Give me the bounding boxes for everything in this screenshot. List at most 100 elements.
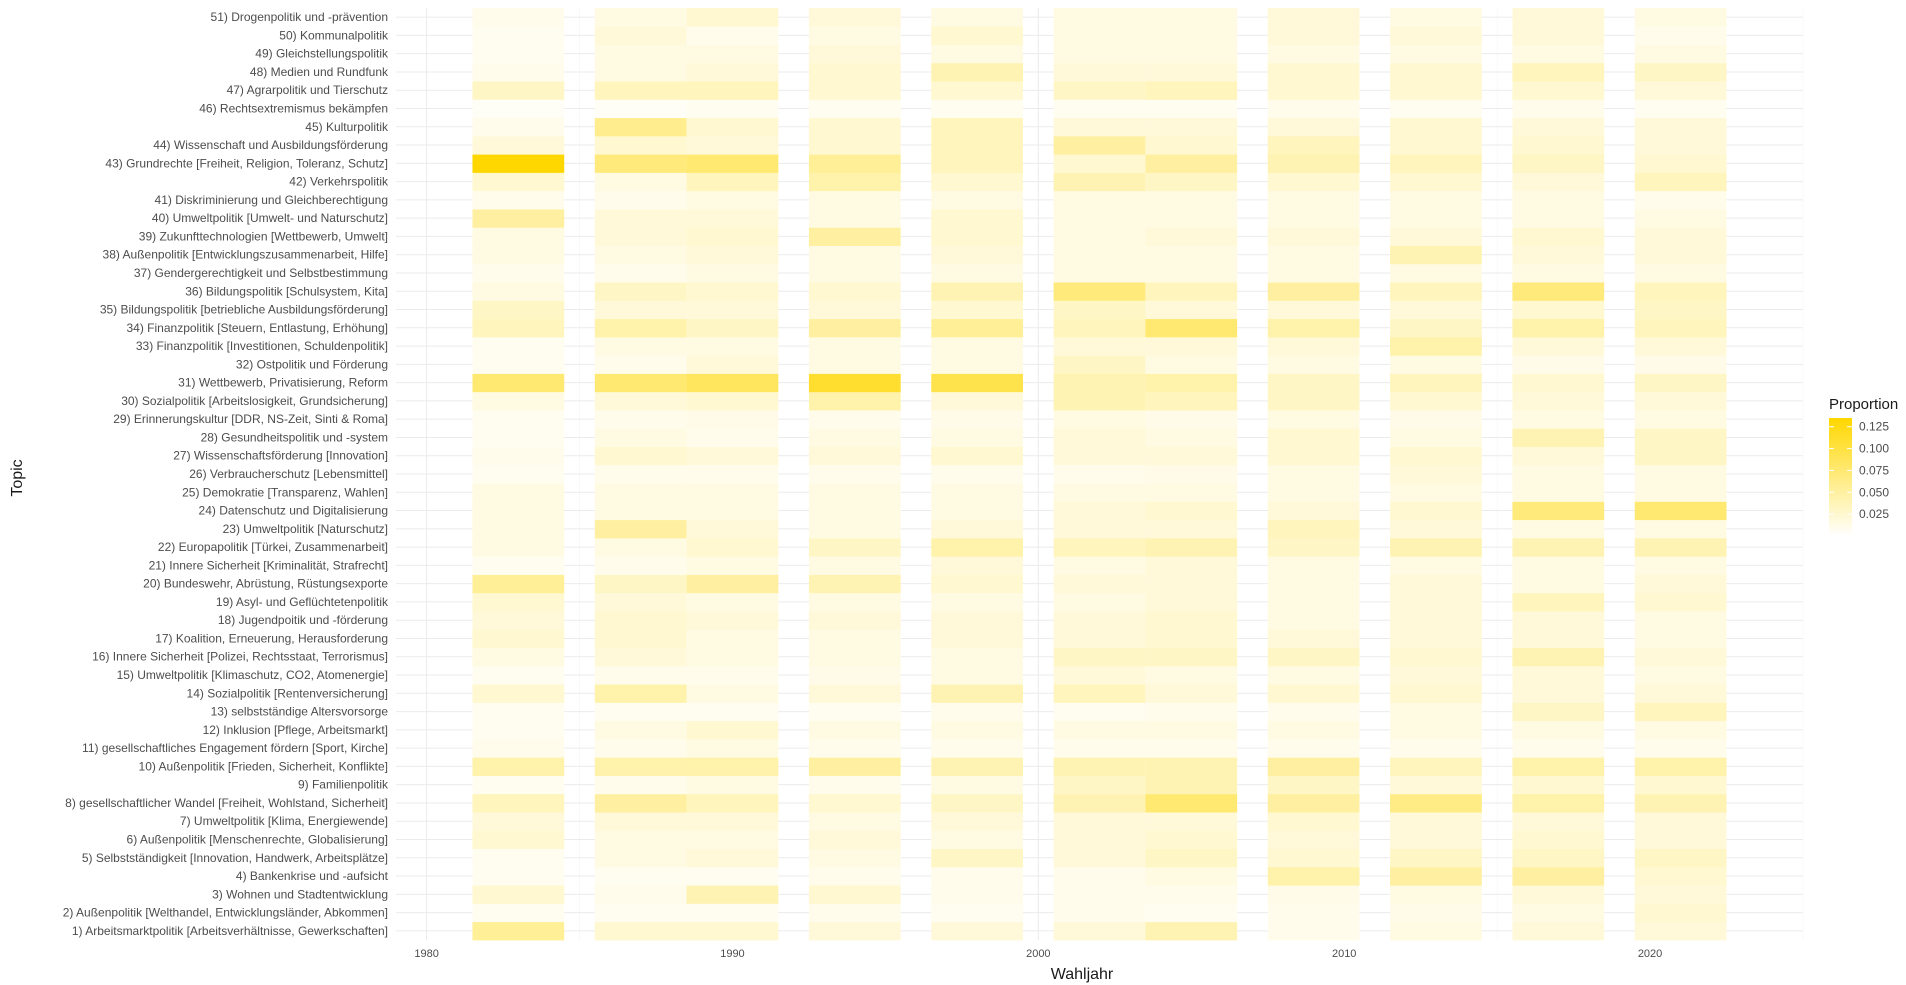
heatmap-tile <box>1053 574 1146 594</box>
heatmap-tile <box>1145 848 1238 868</box>
y-tick-label: 5) Selbstständigkeit [Innovation, Handwe… <box>82 851 388 865</box>
heatmap-tile <box>686 99 779 119</box>
heatmap-tile <box>1053 921 1146 941</box>
heatmap-tile <box>931 592 1024 612</box>
heatmap-tile <box>1390 446 1482 466</box>
heatmap-tile <box>1512 519 1605 539</box>
heatmap-tile <box>472 154 565 173</box>
heatmap-tile <box>594 300 687 320</box>
heatmap-tile <box>594 117 687 137</box>
heatmap-tile <box>686 738 779 758</box>
heatmap-tile <box>1390 501 1482 521</box>
heatmap-tile <box>1053 355 1146 374</box>
heatmap-tile <box>1145 464 1238 484</box>
heatmap-tile <box>594 903 687 923</box>
heatmap-tile <box>1145 62 1238 82</box>
heatmap-tile <box>1145 391 1238 411</box>
heatmap-tile <box>594 135 687 155</box>
heatmap-tile <box>1053 62 1146 82</box>
heatmap-tile <box>1053 81 1146 100</box>
heatmap-tile <box>808 848 901 868</box>
heatmap-tile <box>1634 227 1727 246</box>
heatmap-tile <box>1390 428 1482 447</box>
heatmap-tile <box>1145 812 1238 831</box>
heatmap-tiles <box>472 8 1727 941</box>
heatmap-tile <box>472 556 565 575</box>
heatmap-tile <box>1512 8 1605 27</box>
heatmap-tile <box>1634 154 1727 173</box>
heatmap-tile <box>1390 812 1482 831</box>
heatmap-tile <box>472 830 565 850</box>
heatmap-tile <box>1267 519 1360 539</box>
y-tick-label: 25) Demokratie [Transparenz, Wahlen] <box>182 485 388 499</box>
heatmap-tile <box>594 245 687 265</box>
heatmap-tile <box>594 665 687 685</box>
heatmap-tile <box>1145 227 1238 246</box>
heatmap-tile <box>1145 519 1238 539</box>
heatmap-tile <box>472 885 565 904</box>
heatmap-tile <box>1145 775 1238 795</box>
heatmap-tile <box>1634 921 1727 941</box>
heatmap-tile <box>1512 629 1605 649</box>
heatmap-tile <box>1145 355 1238 374</box>
y-tick-label: 15) Umweltpolitik [Klimaschutz, CO2, Ato… <box>117 668 388 682</box>
heatmap-tile <box>1634 556 1727 575</box>
heatmap-tile <box>1634 245 1727 265</box>
heatmap-tile <box>1512 446 1605 466</box>
heatmap-tile <box>931 720 1024 740</box>
heatmap-tile <box>1053 702 1146 722</box>
heatmap-tile <box>594 519 687 539</box>
heatmap-tile <box>1145 501 1238 521</box>
heatmap-tile <box>594 44 687 64</box>
heatmap-tile <box>931 537 1024 557</box>
heatmap-tile <box>594 446 687 466</box>
heatmap-tile <box>1512 245 1605 265</box>
heatmap-tile <box>1267 209 1360 228</box>
heatmap-tile <box>1512 227 1605 246</box>
heatmap-tile <box>472 519 565 539</box>
heatmap-tile <box>808 885 901 904</box>
y-axis-tick-labels: 1) Arbeitsmarktpolitik [Arbeitsverhältni… <box>63 10 389 938</box>
heatmap-tile <box>808 62 901 82</box>
heatmap-tile <box>686 227 779 246</box>
heatmap-tile <box>1053 793 1146 813</box>
heatmap-tile <box>1390 172 1482 192</box>
heatmap-tile <box>808 336 901 356</box>
legend-tick-label: 0.100 <box>1859 442 1889 456</box>
heatmap-tile <box>1145 647 1238 667</box>
y-axis-title: Topic <box>9 459 26 496</box>
heatmap-tile <box>1267 738 1360 758</box>
heatmap-tile <box>594 921 687 941</box>
heatmap-tile <box>931 501 1024 521</box>
heatmap-tile <box>1390 921 1482 941</box>
heatmap-tile <box>808 501 901 521</box>
heatmap-tile <box>1267 410 1360 429</box>
heatmap-tile <box>686 702 779 722</box>
heatmap-tile <box>594 464 687 484</box>
heatmap-tile <box>1267 245 1360 265</box>
heatmap-tile <box>686 62 779 82</box>
heatmap-tile <box>1634 684 1727 703</box>
heatmap-tile <box>808 300 901 320</box>
heatmap-tile <box>472 172 565 192</box>
heatmap-tile <box>1512 391 1605 411</box>
heatmap-tile <box>686 793 779 813</box>
heatmap-tile <box>1145 26 1238 45</box>
heatmap-tile <box>1512 300 1605 320</box>
heatmap-tile <box>1145 410 1238 429</box>
heatmap-tile <box>594 154 687 173</box>
y-tick-label: 10) Außenpolitik [Frieden, Sicherheit, K… <box>139 759 388 773</box>
heatmap-tile <box>594 483 687 502</box>
heatmap-tile <box>472 300 565 320</box>
heatmap-tile <box>931 227 1024 246</box>
heatmap-tile <box>1634 519 1727 539</box>
heatmap-tile <box>686 665 779 685</box>
heatmap-tile <box>1390 99 1482 119</box>
heatmap-tile <box>1512 410 1605 429</box>
heatmap-tile <box>594 81 687 100</box>
heatmap-tile <box>1053 519 1146 539</box>
x-tick-label: 1980 <box>414 948 438 960</box>
y-tick-label: 7) Umweltpolitik [Klima, Energiewende] <box>180 814 388 828</box>
heatmap-tile <box>472 428 565 447</box>
heatmap-tile <box>1634 793 1727 813</box>
